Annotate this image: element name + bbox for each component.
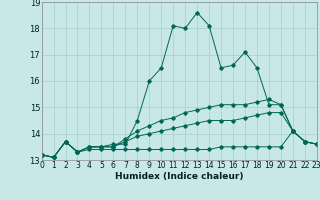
- X-axis label: Humidex (Indice chaleur): Humidex (Indice chaleur): [115, 172, 244, 181]
